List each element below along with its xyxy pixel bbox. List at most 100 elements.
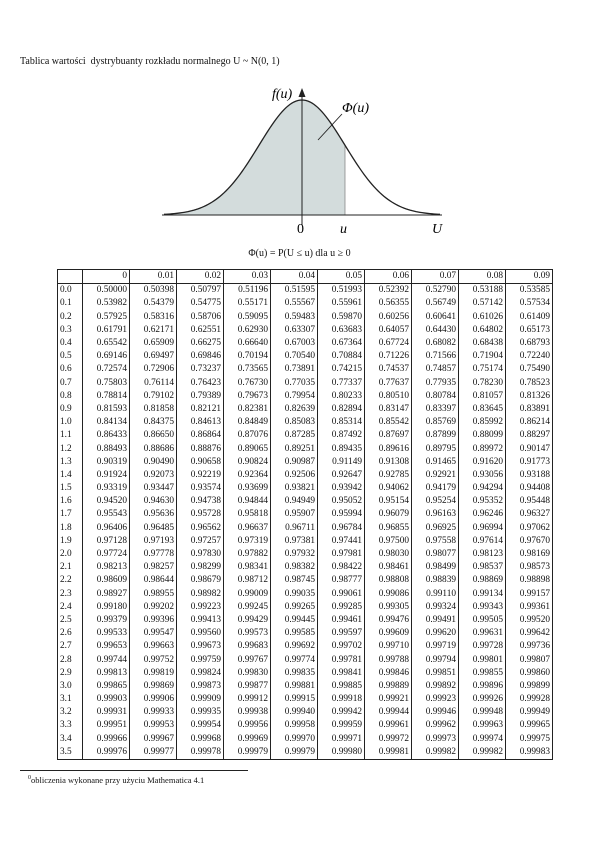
table-cell: 0.79102: [129, 389, 177, 403]
table-cell: 0.82381: [223, 402, 271, 417]
table-cell: 0.97062: [505, 521, 553, 535]
table-cell: 0.77935: [411, 376, 459, 390]
row-header: 2.3: [60, 588, 72, 599]
table-cell: 0.98213: [82, 561, 130, 575]
table-cell: 0.79954: [270, 389, 318, 403]
table-cell: 0.73237: [176, 363, 224, 377]
table-cell: 0.98869: [458, 574, 506, 588]
column-header: 0.09: [505, 269, 553, 285]
table-cell: 0.98609: [82, 574, 130, 588]
table-cell: 0.95907: [270, 508, 318, 522]
row-header: 1.8: [60, 522, 72, 533]
table-cell: 0.71226: [364, 350, 412, 364]
table-cell: 0.98169: [505, 547, 553, 562]
table-cell: 0.99970: [270, 732, 318, 746]
table-cell: 0.98123: [458, 547, 506, 562]
table-cell: 0.92073: [129, 468, 177, 482]
table-cell: 0.93319: [82, 482, 130, 496]
title: Tablica wartości dystrybuanty rozkładu n…: [20, 56, 280, 67]
row-header: 0.4: [60, 338, 72, 349]
table-cell: 0.99813: [82, 666, 130, 680]
table-cell: 0.99134: [458, 587, 506, 601]
table-cell: 0.99445: [270, 613, 318, 628]
table-cell: 0.97724: [82, 547, 130, 562]
table-cell: 0.92219: [176, 468, 224, 482]
table-cell: 0.88099: [458, 429, 506, 443]
table-cell: 0.97441: [317, 534, 365, 548]
table-cell: 0.86214: [505, 416, 553, 430]
table-cell: 0.95818: [223, 508, 271, 522]
table-cell: 0.99429: [223, 613, 271, 628]
table-cell: 0.97193: [129, 534, 177, 548]
footnote-marker: 0: [28, 775, 31, 782]
table-cell: 0.79389: [176, 389, 224, 403]
footnote-text: obliczenia wykonane przy użyciu Mathemat…: [31, 775, 205, 785]
table-cell: 0.99912: [223, 693, 271, 707]
table-cell: 0.81858: [129, 402, 177, 417]
table-cell: 0.50398: [129, 283, 177, 298]
table-row: 1.5 0.93319 0.93447 0.93574 0.93699 0.93821 0.…: [58, 482, 553, 496]
table-cell: 0.65173: [505, 323, 553, 337]
table-cell: 0.85769: [411, 416, 459, 430]
table-cell: 0.56749: [411, 297, 459, 311]
table-cell: 0.78230: [458, 376, 506, 390]
table-cell: 0.99476: [364, 613, 412, 628]
table-cell: 0.86650: [129, 429, 177, 443]
table-cell: 0.99744: [82, 653, 130, 667]
table-cell: 0.98299: [176, 561, 224, 575]
table-cell: 0.90658: [176, 455, 224, 469]
table-cell: 0.88876: [176, 442, 224, 456]
table-cell: 0.99202: [129, 600, 177, 614]
table-cell: 0.91773: [505, 455, 553, 469]
table-cell: 0.91924: [82, 468, 130, 482]
row-header: 3.2: [60, 707, 72, 718]
table-cell: 0.59483: [270, 310, 318, 324]
row-header: 2.8: [60, 654, 72, 665]
table-cell: 0.99642: [505, 627, 553, 641]
table-cell: 0.99933: [129, 706, 177, 720]
table-cell: 0.99673: [176, 640, 224, 654]
table-cell: 0.54775: [176, 297, 224, 311]
column-header: 0.02: [176, 269, 224, 285]
table-cell: 0.71904: [458, 350, 506, 364]
table-cell: 0.95543: [82, 508, 130, 522]
table-row: 2.4 0.99180 0.99202 0.99223 0.99245 0.99265 0.…: [58, 600, 553, 614]
table-cell: 0.99009: [223, 587, 271, 601]
table-cell: 0.98745: [270, 574, 318, 588]
table-cell: 0.86864: [176, 429, 224, 443]
table-cell: 0.97381: [270, 534, 318, 548]
row-header: 0.7: [60, 377, 72, 388]
table-cell: 0.99343: [458, 600, 506, 614]
table-row: 0.3 0.61791 0.62171 0.62551 0.62930 0.63307 0.…: [58, 323, 553, 337]
table-cell: 0.97981: [317, 547, 365, 562]
table-cell: 0.93821: [270, 482, 318, 496]
table-cell: 0.99692: [270, 640, 318, 654]
table-cell: 0.99573: [223, 627, 271, 641]
table-cell: 0.99877: [223, 679, 271, 693]
table-cell: 0.99752: [129, 653, 177, 667]
table-cell: 0.99935: [176, 706, 224, 720]
table-cell: 0.99982: [458, 745, 506, 760]
y-label: f(u): [272, 87, 293, 102]
table-cell: 0.50000: [82, 283, 130, 298]
table-cell: 0.99926: [458, 693, 506, 707]
table-cell: 0.53585: [505, 283, 553, 298]
table-cell: 0.77637: [364, 376, 412, 390]
table-cell: 0.85314: [317, 416, 365, 430]
table-row: 0.2 0.57925 0.58316 0.58706 0.59095 0.59483 0.…: [58, 310, 553, 324]
table-cell: 0.70540: [270, 350, 318, 364]
table-cell: 0.99505: [458, 613, 506, 628]
table-cell: 0.99946: [411, 706, 459, 720]
table-cell: 0.61026: [458, 310, 506, 324]
table-row: 2.8 0.99744 0.99752 0.99759 0.99767 0.99774 0.…: [58, 653, 553, 667]
table-cell: 0.93056: [458, 468, 506, 482]
label-pointer: [317, 113, 343, 141]
footnote-rule: [20, 770, 248, 771]
table-cell: 0.75490: [505, 363, 553, 377]
table-cell: 0.63307: [270, 323, 318, 337]
table-cell: 0.99940: [270, 706, 318, 720]
table-cell: 0.99560: [176, 627, 224, 641]
caption: Φ(u) = P(U ≤ u) dla u ≥ 0: [248, 248, 351, 259]
table-row: 2.5 0.99379 0.99396 0.99413 0.99429 0.99445 0.…: [58, 613, 553, 628]
table-cell: 0.61409: [505, 310, 553, 324]
